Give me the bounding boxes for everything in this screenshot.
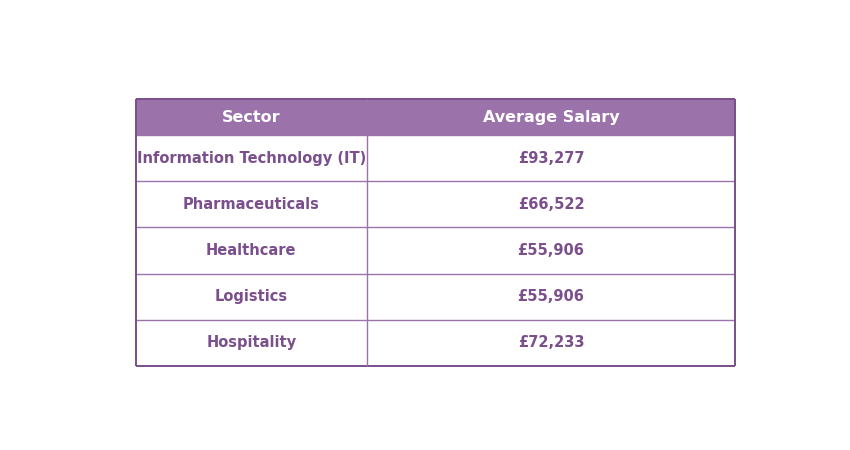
Text: £93,277: £93,277 — [518, 151, 584, 166]
Bar — [136, 227, 366, 274]
Text: £66,522: £66,522 — [518, 197, 584, 212]
Bar — [366, 320, 735, 366]
Text: Sector: Sector — [222, 109, 280, 125]
Text: Average Salary: Average Salary — [483, 109, 620, 125]
Bar — [366, 135, 735, 181]
Text: Pharmaceuticals: Pharmaceuticals — [183, 197, 320, 212]
Text: £72,233: £72,233 — [518, 335, 584, 350]
Bar — [136, 274, 366, 319]
Bar — [136, 320, 366, 366]
Bar — [136, 135, 366, 181]
Text: £55,906: £55,906 — [518, 289, 585, 304]
Text: Hospitality: Hospitality — [207, 335, 297, 350]
Text: Logistics: Logistics — [215, 289, 288, 304]
Bar — [136, 99, 366, 135]
Bar — [366, 274, 735, 319]
Bar — [366, 181, 735, 227]
Bar — [366, 227, 735, 274]
Text: Healthcare: Healthcare — [206, 243, 297, 258]
Text: Information Technology (IT): Information Technology (IT) — [137, 151, 366, 166]
Bar — [366, 99, 735, 135]
Bar — [136, 181, 366, 227]
Text: £55,906: £55,906 — [518, 243, 585, 258]
